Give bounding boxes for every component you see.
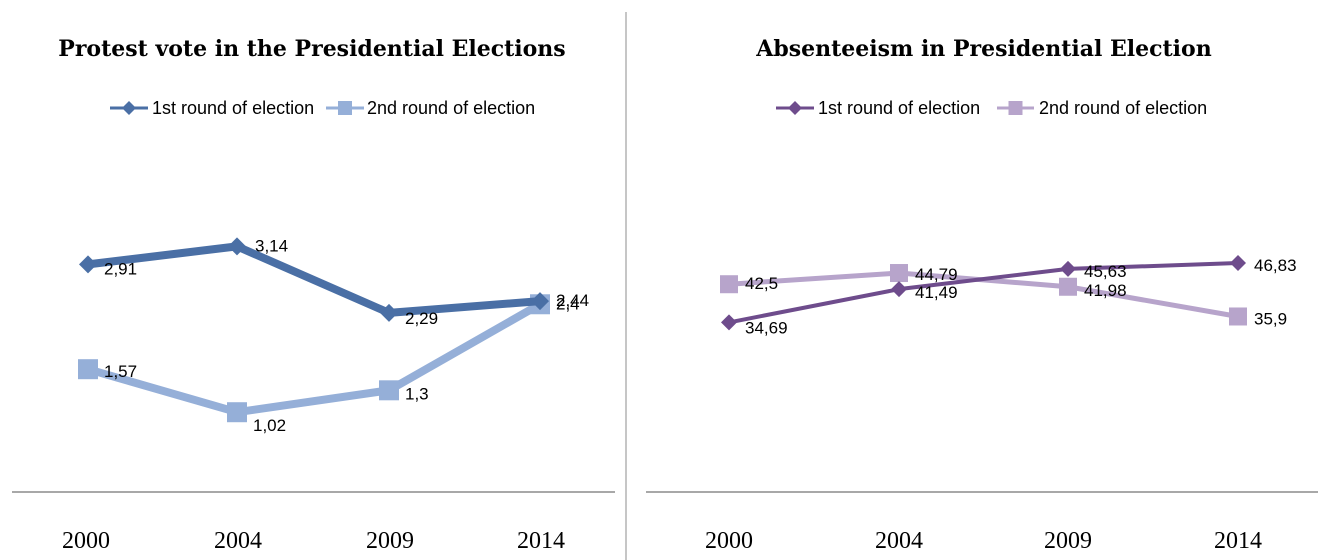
data-point-marker xyxy=(1229,307,1247,326)
data-point-marker xyxy=(227,402,247,423)
data-label: 2,91 xyxy=(104,259,137,278)
chart-title: Protest vote in the Presidential Electio… xyxy=(58,36,565,62)
legend-label: 2nd round of election xyxy=(367,98,535,118)
data-label: 34,69 xyxy=(745,318,788,337)
data-label: 35,9 xyxy=(1254,309,1287,328)
series-2 xyxy=(78,294,550,423)
data-point-marker xyxy=(1059,277,1077,296)
data-point-marker xyxy=(79,255,97,274)
data-point-marker xyxy=(228,237,246,256)
data-label: 1,02 xyxy=(253,416,286,435)
chart-title: Absenteeism in Presidential Election xyxy=(755,36,1211,62)
legend-marker xyxy=(788,101,802,115)
data-label: 41,49 xyxy=(915,283,958,302)
x-tick-label: 2004 xyxy=(875,528,923,554)
x-tick-label: 2004 xyxy=(214,528,262,554)
data-label: 1,57 xyxy=(104,362,137,381)
data-point-marker xyxy=(1230,255,1246,272)
series-1 xyxy=(721,255,1246,331)
x-tick-label: 2000 xyxy=(705,528,753,554)
data-label: 3,14 xyxy=(255,236,288,255)
data-point-marker xyxy=(379,380,399,401)
data-point-marker xyxy=(1060,260,1076,277)
data-label: 46,83 xyxy=(1254,256,1297,275)
absenteeism-chart: Absenteeism in Presidential Election 1st… xyxy=(646,36,1318,554)
data-label: 1,3 xyxy=(405,384,429,403)
data-label: 2,29 xyxy=(405,309,438,328)
data-point-marker xyxy=(531,292,549,311)
data-label: 2,44 xyxy=(556,291,589,310)
data-label: 44,79 xyxy=(915,265,958,284)
data-label: 41,98 xyxy=(1084,281,1127,300)
x-tick-label: 2009 xyxy=(366,528,414,554)
x-tick-label: 2014 xyxy=(517,528,565,554)
data-point-marker xyxy=(891,281,907,298)
series-line xyxy=(84,242,544,317)
x-tick-label: 2009 xyxy=(1044,528,1092,554)
data-label: 45,63 xyxy=(1084,262,1127,281)
legend-item: 2nd round of election xyxy=(326,98,535,118)
x-tick-label: 2000 xyxy=(62,528,110,554)
data-label: 42,5 xyxy=(745,274,778,293)
data-point-marker xyxy=(380,303,398,322)
data-point-marker xyxy=(78,359,98,380)
series-line xyxy=(727,261,1240,325)
series-line xyxy=(84,300,544,417)
legend-marker xyxy=(338,101,352,115)
legend-marker xyxy=(122,101,136,115)
legend-item: 2nd round of election xyxy=(997,98,1207,118)
legend-label: 1st round of election xyxy=(152,98,314,118)
series-1 xyxy=(79,237,549,322)
legend-label: 2nd round of election xyxy=(1039,98,1207,118)
data-label: 2,4 xyxy=(556,294,580,313)
data-point-marker xyxy=(720,275,738,294)
legend-marker xyxy=(1008,101,1023,115)
legend-label: 1st round of election xyxy=(818,98,980,118)
x-tick-label: 2014 xyxy=(1214,528,1262,554)
legend-item: 1st round of election xyxy=(776,98,980,118)
data-point-marker xyxy=(890,264,908,283)
data-point-marker xyxy=(721,314,737,331)
legend-item: 1st round of election xyxy=(110,98,314,118)
protest-vote-chart: Protest vote in the Presidential Electio… xyxy=(12,36,615,554)
series-2 xyxy=(720,264,1247,326)
